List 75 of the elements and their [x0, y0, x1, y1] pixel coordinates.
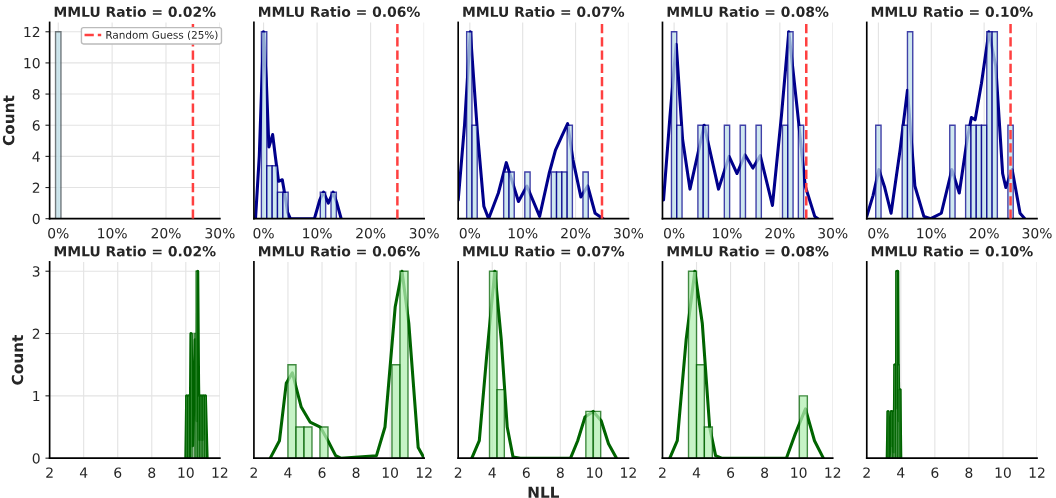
- x-tick-label: 10%: [303, 227, 332, 239]
- x-tick-label: 4: [488, 467, 496, 478]
- x-axis-title: NLL: [528, 486, 560, 498]
- x-tick-label: 10: [382, 467, 399, 478]
- y-tick-label: 12: [24, 26, 40, 38]
- chart-title: MMLU Ratio = 0.10%: [871, 6, 1033, 18]
- x-tick-label: 8: [965, 467, 973, 478]
- ref-line-label: Random Guess (25%): [106, 30, 218, 41]
- x-tick-label: 0%: [48, 227, 69, 239]
- x-tick-label: 8: [761, 467, 769, 478]
- x-tick-label: 8: [556, 467, 564, 478]
- x-tick-label: 6: [114, 467, 122, 478]
- x-tick-label: 12: [1029, 467, 1045, 478]
- x-tick-label: 30%: [614, 227, 644, 239]
- x-tick-label: 10: [587, 467, 603, 478]
- y-tick-label: 2: [32, 328, 40, 339]
- chart-title: MMLU Ratio = 0.08%: [667, 245, 829, 257]
- x-tick-label: 10: [791, 467, 807, 478]
- x-tick-label: 10: [178, 467, 194, 478]
- chart-title: MMLU Ratio = 0.07%: [463, 6, 625, 18]
- x-tick-label: 20%: [765, 227, 795, 239]
- y-tick-label: 10: [24, 57, 40, 69]
- x-tick-label: 12: [825, 467, 841, 478]
- y-tick-label: 4: [32, 151, 40, 162]
- x-tick-label: 20%: [356, 227, 386, 239]
- x-tick-label: 2: [250, 467, 257, 478]
- y-tick-label: 3: [32, 266, 40, 277]
- y-tick-label: 2: [32, 182, 40, 193]
- x-tick-label: 4: [692, 467, 701, 478]
- x-tick-label: 20%: [969, 227, 999, 239]
- chart-title: MMLU Ratio = 0.02%: [54, 6, 216, 18]
- x-tick-label: 10%: [508, 227, 538, 239]
- x-tick-label: 6: [931, 467, 939, 478]
- x-tick-label: 6: [522, 467, 530, 478]
- x-tick-label: 2: [863, 467, 870, 478]
- x-tick-label: 30%: [409, 227, 439, 239]
- x-tick-label: 10%: [713, 227, 742, 239]
- x-tick-label: 4: [284, 467, 292, 478]
- chart-title: MMLU Ratio = 0.10%: [871, 245, 1033, 257]
- chart-title: MMLU Ratio = 0.06%: [259, 6, 420, 18]
- x-tick-label: 2: [659, 467, 666, 478]
- x-tick-label: 2: [454, 467, 462, 478]
- x-tick-label: 10: [995, 467, 1011, 478]
- chart-title: MMLU Ratio = 0.07%: [463, 245, 625, 257]
- chart-title: MMLU Ratio = 0.08%: [667, 6, 829, 18]
- x-tick-label: 12: [212, 467, 228, 478]
- chart-title: MMLU Ratio = 0.02%: [54, 245, 216, 257]
- x-tick-label: 30%: [205, 227, 235, 239]
- x-tick-label: 0%: [664, 227, 685, 239]
- x-tick-label: 4: [79, 467, 88, 478]
- y-axis-title: Count: [2, 95, 15, 146]
- y-tick-label: 0: [32, 453, 40, 464]
- chart-title: MMLU Ratio = 0.06%: [259, 245, 420, 257]
- x-tick-label: 8: [352, 467, 360, 478]
- x-tick-label: 10%: [98, 227, 127, 239]
- y-tick-label: 0: [32, 213, 40, 225]
- y-tick-label: 6: [32, 120, 40, 131]
- x-tick-label: 0%: [253, 227, 274, 239]
- y-tick-label: 8: [32, 89, 40, 100]
- x-tick-label: 12: [416, 467, 432, 478]
- x-tick-label: 20%: [151, 227, 181, 239]
- y-tick-label: 1: [33, 391, 40, 402]
- y-axis-title: Count: [11, 334, 24, 385]
- x-tick-label: 30%: [1022, 227, 1052, 239]
- x-tick-label: 0%: [459, 227, 481, 239]
- x-tick-label: 6: [318, 467, 326, 478]
- x-tick-label: 2: [46, 467, 53, 478]
- x-tick-label: 10%: [917, 227, 946, 239]
- x-tick-label: 20%: [561, 227, 591, 239]
- x-tick-label: 6: [727, 467, 735, 478]
- x-tick-label: 30%: [818, 227, 848, 239]
- x-tick-label: 4: [897, 467, 905, 478]
- x-tick-label: 8: [148, 467, 156, 478]
- x-tick-label: 12: [621, 467, 636, 478]
- x-tick-label: 0%: [868, 227, 889, 239]
